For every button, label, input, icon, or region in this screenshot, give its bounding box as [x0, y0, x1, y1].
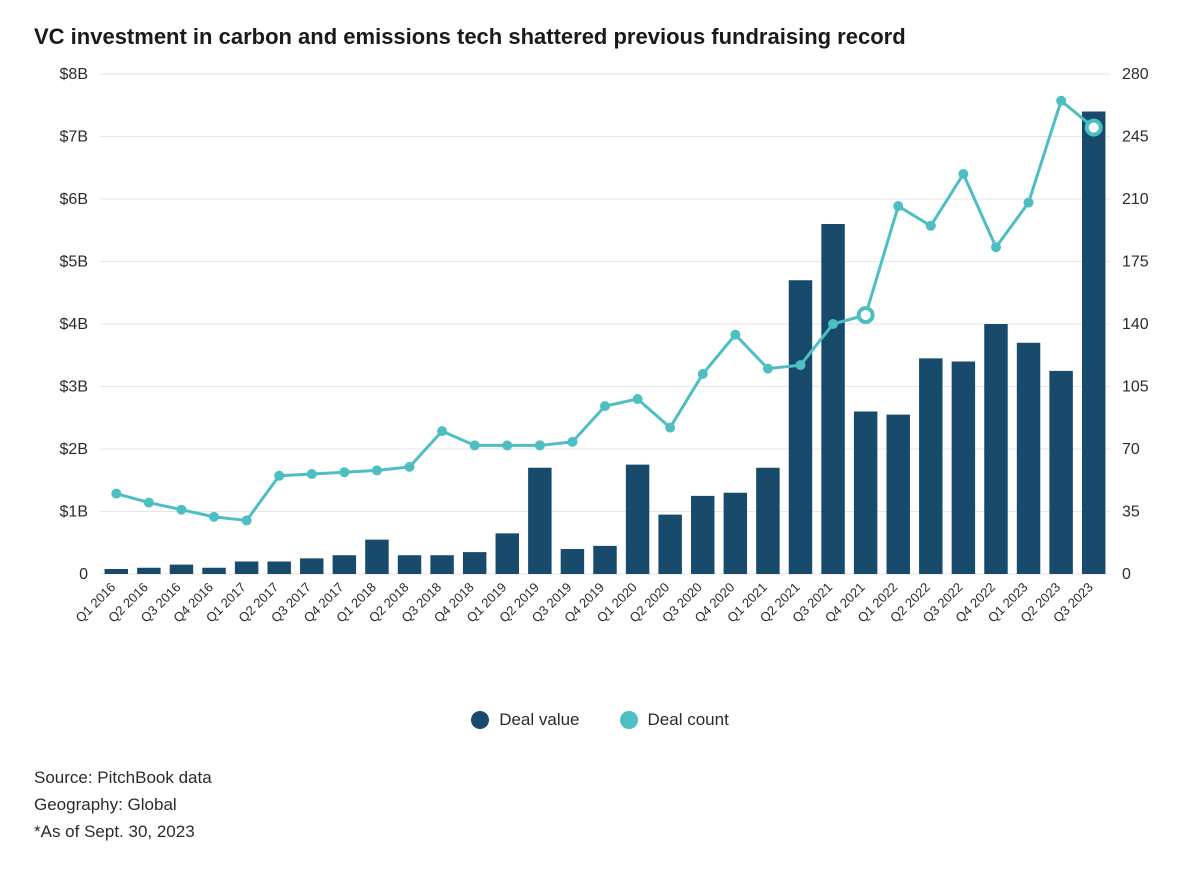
- svg-text:$8B: $8B: [60, 66, 88, 83]
- bar: [137, 568, 160, 574]
- line-marker: [405, 462, 415, 472]
- line-marker: [339, 467, 349, 477]
- legend-item-deal-count: Deal count: [620, 710, 729, 730]
- svg-text:35: 35: [1122, 504, 1140, 521]
- line-marker: [763, 364, 773, 374]
- line-marker: [600, 401, 610, 411]
- line-marker: [567, 437, 577, 447]
- bar: [756, 468, 779, 574]
- line-marker: [828, 319, 838, 329]
- line-series: [116, 101, 1093, 521]
- chart-container: 0 $1B $2B $3B $4B $5B $6B $7B $8B 0 35 70 105 140 175 2…: [30, 64, 1170, 704]
- bar: [658, 515, 681, 574]
- bar: [496, 533, 519, 574]
- combo-chart-svg: 0 $1B $2B $3B $4B $5B $6B $7B $8B 0 35 70 105 140 175 2…: [30, 64, 1170, 704]
- footer-asof: *As of Sept. 30, 2023: [34, 818, 1170, 845]
- chart-page: VC investment in carbon and emissions te…: [0, 0, 1200, 888]
- line-marker: [991, 242, 1001, 252]
- bar: [1049, 371, 1072, 574]
- svg-text:70: 70: [1122, 441, 1140, 458]
- svg-text:0: 0: [1122, 566, 1131, 583]
- bar: [821, 224, 844, 574]
- bar: [333, 555, 356, 574]
- bar: [952, 362, 975, 575]
- bar: [561, 549, 584, 574]
- line-marker: [730, 330, 740, 340]
- line-marker: [1024, 198, 1034, 208]
- bar: [724, 493, 747, 574]
- legend-swatch-bar: [471, 711, 489, 729]
- legend-item-deal-value: Deal value: [471, 710, 579, 730]
- bar: [984, 324, 1007, 574]
- line-marker: [665, 423, 675, 433]
- svg-text:105: 105: [1122, 379, 1149, 396]
- svg-text:210: 210: [1122, 191, 1149, 208]
- line-marker: [176, 505, 186, 515]
- svg-text:245: 245: [1122, 129, 1149, 146]
- bar: [300, 558, 323, 574]
- footer-source: Source: PitchBook data: [34, 764, 1170, 791]
- bar: [626, 465, 649, 574]
- legend: Deal value Deal count: [30, 710, 1170, 730]
- page-title: VC investment in carbon and emissions te…: [34, 24, 1170, 50]
- bar: [593, 546, 616, 574]
- bar: [789, 280, 812, 574]
- line-marker: [698, 369, 708, 379]
- bar: [235, 562, 258, 575]
- bar: [1082, 112, 1105, 575]
- line-marker: [307, 469, 317, 479]
- bar: [365, 540, 388, 574]
- line-marker: [859, 308, 873, 322]
- line-marker: [372, 465, 382, 475]
- bar: [105, 569, 128, 574]
- svg-text:$7B: $7B: [60, 129, 88, 146]
- line-marker: [535, 440, 545, 450]
- bar: [691, 496, 714, 574]
- line-marker: [242, 515, 252, 525]
- svg-text:175: 175: [1122, 254, 1149, 271]
- line-marker: [437, 426, 447, 436]
- line-marker: [470, 440, 480, 450]
- bar: [398, 555, 421, 574]
- bar: [463, 552, 486, 574]
- bar: [267, 562, 290, 575]
- footer-geography: Geography: Global: [34, 791, 1170, 818]
- line-marker: [209, 512, 219, 522]
- line-marker: [274, 471, 284, 481]
- line-marker: [633, 394, 643, 404]
- bar: [170, 565, 193, 574]
- svg-text:$3B: $3B: [60, 379, 88, 396]
- line-marker: [958, 169, 968, 179]
- legend-swatch-dot: [620, 711, 638, 729]
- bar: [854, 412, 877, 575]
- svg-text:280: 280: [1122, 66, 1149, 83]
- svg-text:140: 140: [1122, 316, 1149, 333]
- line-marker: [926, 221, 936, 231]
- svg-text:$4B: $4B: [60, 316, 88, 333]
- legend-label-deal-count: Deal count: [648, 710, 729, 730]
- bar: [202, 568, 225, 574]
- line-marker: [893, 201, 903, 211]
- svg-text:$2B: $2B: [60, 441, 88, 458]
- line-marker: [144, 498, 154, 508]
- svg-text:0: 0: [79, 566, 88, 583]
- bar: [1017, 343, 1040, 574]
- chart-footer: Source: PitchBook data Geography: Global…: [34, 764, 1170, 846]
- bar: [919, 358, 942, 574]
- bar: [886, 415, 909, 574]
- line-marker: [1056, 96, 1066, 106]
- bar: [528, 468, 551, 574]
- svg-text:$1B: $1B: [60, 504, 88, 521]
- line-marker: [111, 489, 121, 499]
- line-marker: [502, 440, 512, 450]
- bar: [430, 555, 453, 574]
- svg-text:$6B: $6B: [60, 191, 88, 208]
- legend-label-deal-value: Deal value: [499, 710, 579, 730]
- line-marker: [1087, 121, 1101, 135]
- svg-text:$5B: $5B: [60, 254, 88, 271]
- line-marker: [795, 360, 805, 370]
